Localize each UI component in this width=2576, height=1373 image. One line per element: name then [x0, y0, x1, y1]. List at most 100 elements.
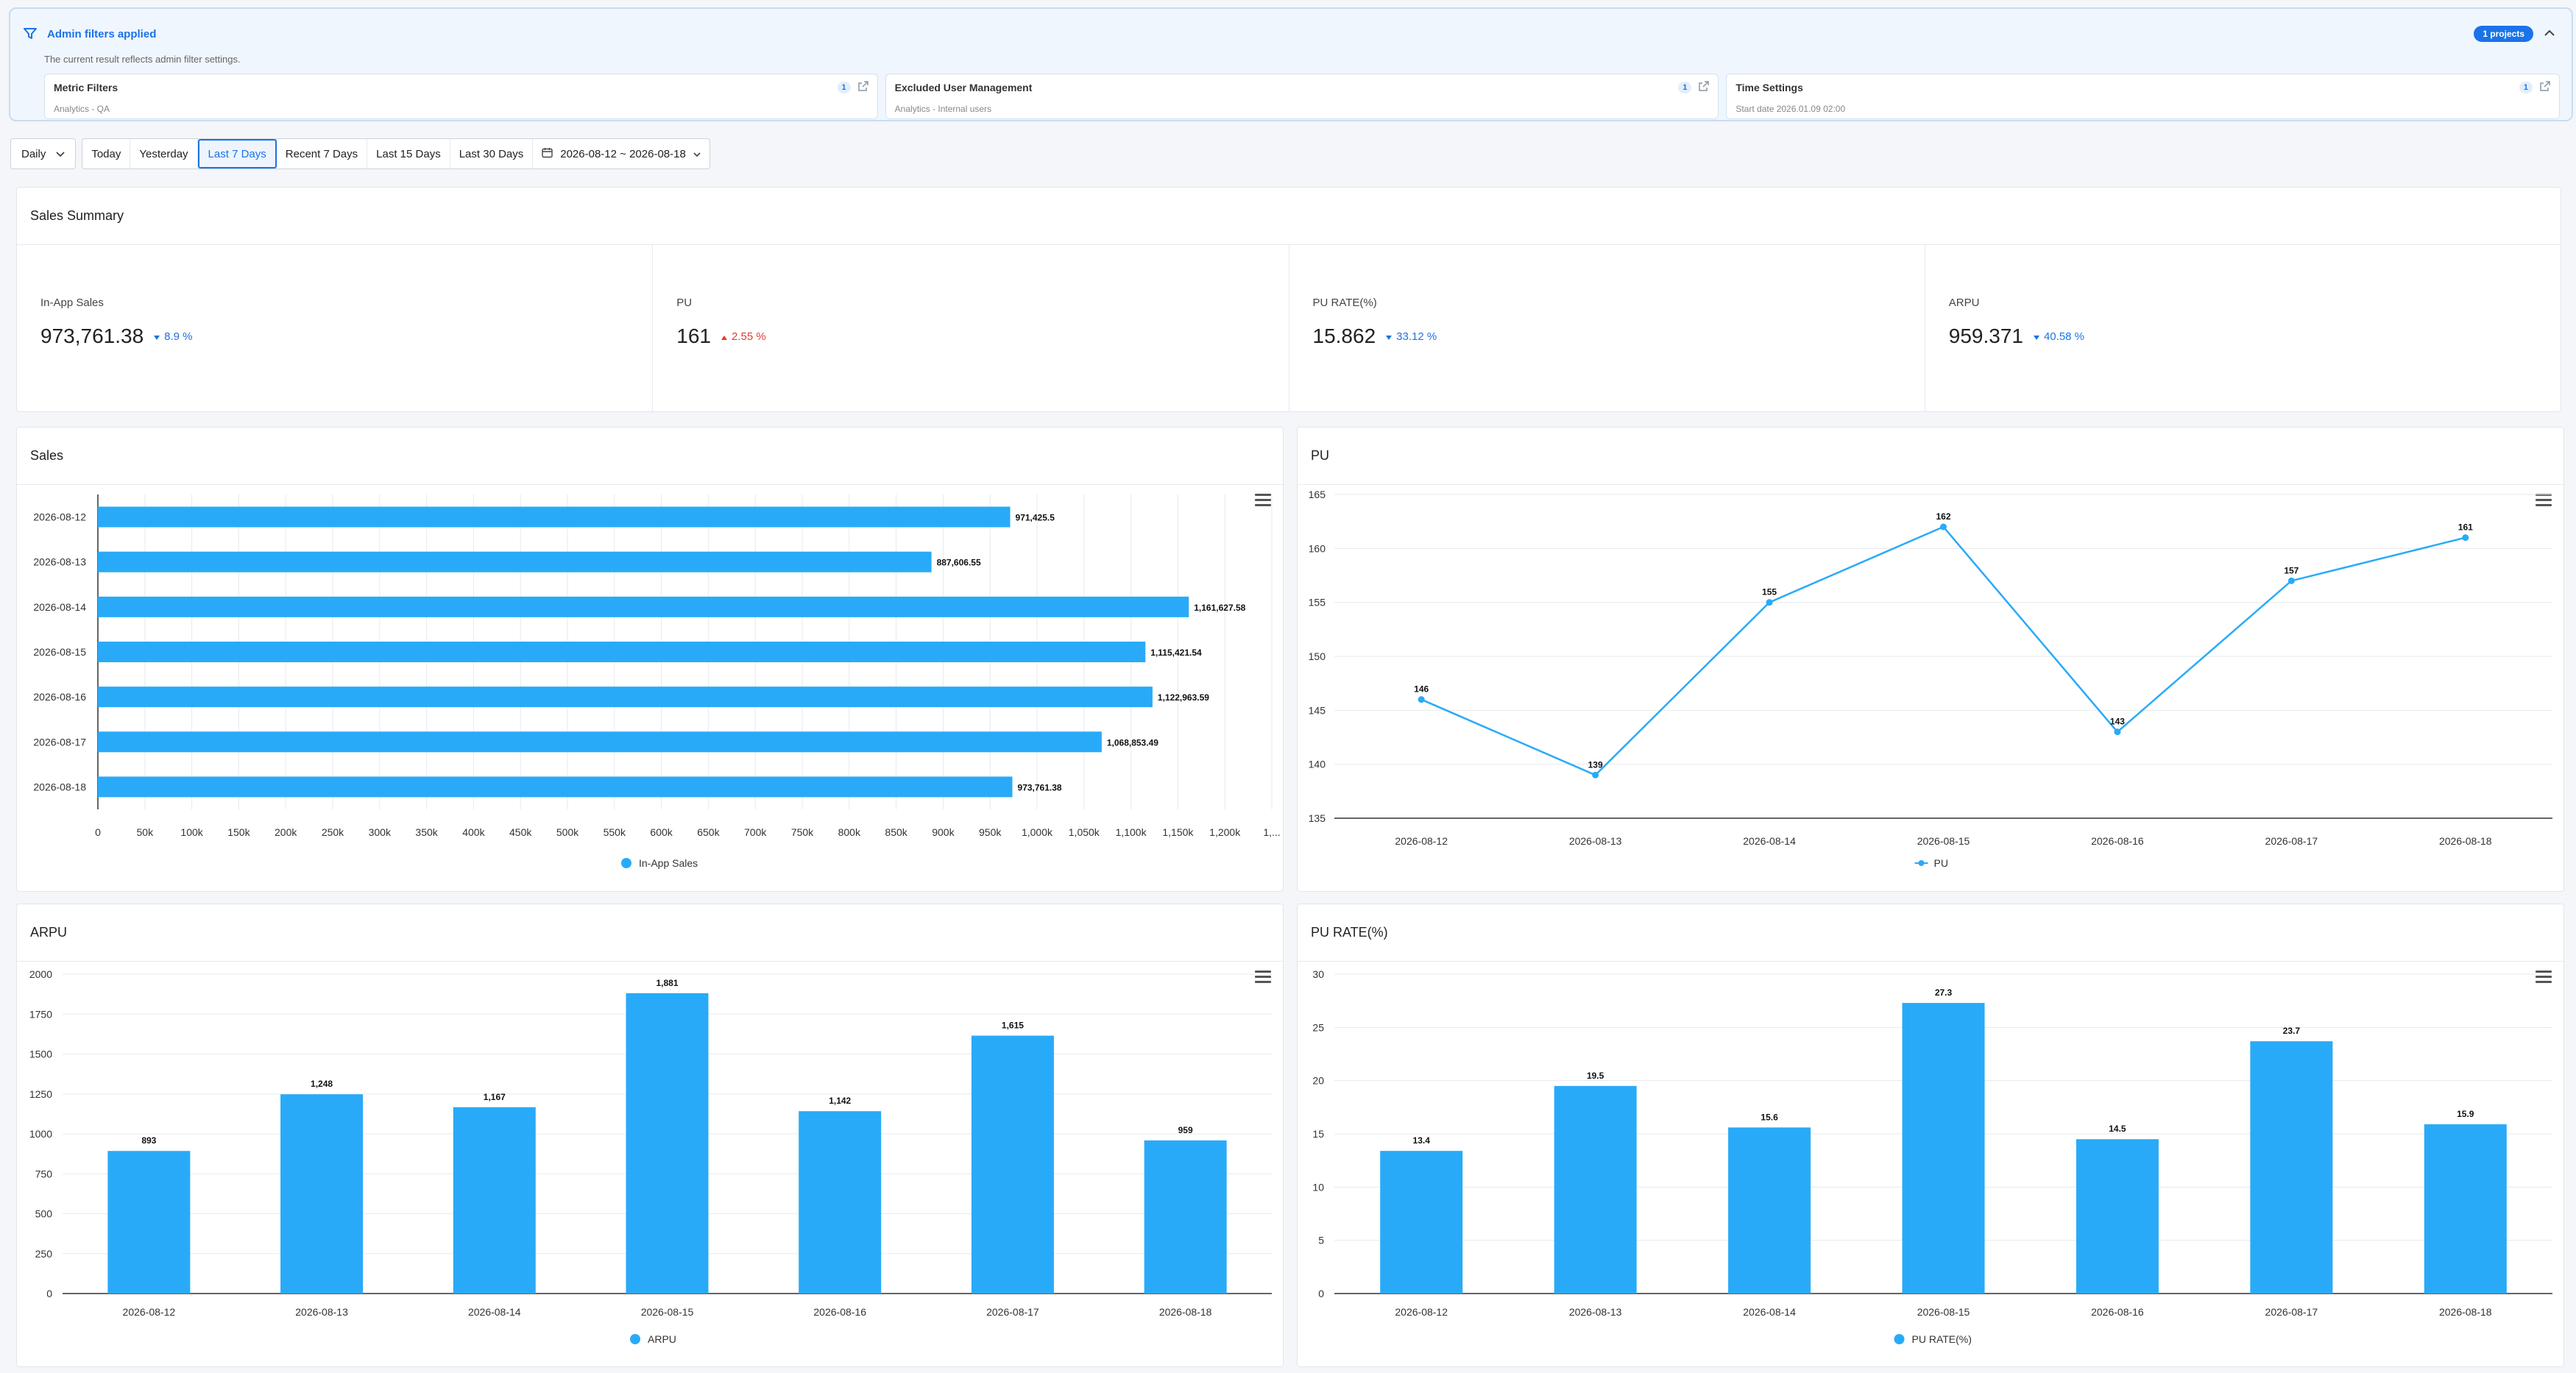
banner-description: The current result reflects admin filter… — [44, 54, 241, 65]
kpi-delta: 2.55 % — [721, 330, 766, 343]
data-label: 1,248 — [311, 1079, 333, 1089]
range-last-7-days-button[interactable]: Last 7 Days — [197, 139, 277, 168]
pu-rate-chart-panel: PU RATE(%) 0 5 10 15 20 25 30 13.4 2026-08-12 19.… — [1297, 904, 2564, 1367]
x-tick-label: 250k — [322, 826, 344, 838]
granularity-select[interactable]: Daily — [10, 138, 77, 169]
y-tick-label: 20 — [1312, 1075, 1324, 1087]
filter-card-metric-filters[interactable]: Metric Filters Analytics - QA 1 — [44, 74, 878, 119]
bar — [2424, 1124, 2507, 1294]
external-link-icon[interactable] — [857, 81, 868, 95]
bar — [107, 1151, 191, 1294]
y-tick-label: 25 — [1312, 1021, 1324, 1033]
x-tick-label: 300k — [369, 826, 392, 838]
granularity-value: Daily — [21, 147, 46, 160]
data-label: 1,615 — [1002, 1021, 1024, 1031]
data-label: 15.9 — [2457, 1109, 2474, 1119]
filter-card-title: Excluded User Management — [894, 82, 1033, 93]
sales-chart: 0 50k 100k 150k 200k 250k 300k 350k 400k 450k 500k… — [33, 494, 1281, 869]
y-tick-label: 0 — [46, 1288, 52, 1299]
filter-card-count: 1 — [1678, 82, 1692, 93]
data-label: 1,161,627.58 — [1194, 603, 1245, 613]
x-tick-label: 2026-08-18 — [2439, 835, 2492, 847]
x-tick-label: 1,150k — [1162, 826, 1194, 838]
x-tick-label: 2026-08-12 — [1395, 835, 1448, 847]
data-label: 19.5 — [1587, 1071, 1604, 1081]
hamburger-menu-icon[interactable] — [1255, 494, 1271, 507]
y-tick-label: 1750 — [29, 1008, 52, 1020]
legend-marker — [621, 858, 631, 868]
banner-title: Admin filters applied — [47, 27, 157, 40]
kpi-label: PU RATE(%) — [1312, 297, 1377, 309]
data-label: 27.3 — [1935, 987, 1953, 998]
y-tick-label: 135 — [1309, 812, 1326, 824]
external-link-icon[interactable] — [1699, 81, 1710, 95]
filter-card-title: Time Settings — [1735, 82, 1803, 93]
y-tick-label: 5 — [1318, 1235, 1324, 1246]
x-tick-label: 2026-08-16 — [2091, 835, 2144, 847]
legend-marker — [1918, 860, 1925, 866]
sales-summary-panel: Sales Summary In-App Sales 973,761.38 8.… — [16, 187, 2561, 412]
x-tick-label: 450k — [509, 826, 532, 838]
hamburger-menu-icon[interactable] — [2536, 971, 2552, 984]
y-tick-label: 2026-08-18 — [33, 781, 86, 792]
bar — [971, 1035, 1054, 1294]
bar — [98, 596, 1189, 617]
x-tick-label: 2026-08-17 — [986, 1306, 1039, 1318]
x-tick-label: 1,200k — [1209, 826, 1241, 838]
chevron-up-icon[interactable] — [2541, 24, 2558, 41]
filter-card-time-settings[interactable]: Time Settings Start date 2026.01.09 02:0… — [1726, 74, 2561, 119]
range-last-30-days-button[interactable]: Last 30 Days — [450, 139, 534, 168]
external-link-icon[interactable] — [2540, 81, 2550, 95]
data-point — [1592, 771, 1599, 778]
y-tick-label: 750 — [35, 1168, 53, 1179]
arpu-chart-panel: ARPU 0 250 500 750 1000 1250 1500 1750 2000 893 20… — [16, 904, 1284, 1367]
y-tick-label: 2026-08-17 — [33, 736, 86, 748]
range-last-15-days-button[interactable]: Last 15 Days — [367, 139, 450, 168]
bar — [2076, 1139, 2159, 1294]
data-label: 1,881 — [656, 978, 678, 988]
y-tick-label: 165 — [1309, 489, 1326, 500]
bar — [98, 551, 932, 572]
series-line — [1420, 525, 2466, 776]
x-tick-label: 700k — [744, 826, 767, 838]
filter-card-subtitle: Start date 2026.01.09 02:00 — [1735, 104, 1846, 114]
data-label: 143 — [2110, 717, 2125, 727]
kpi-delta-value: 8.9 % — [164, 330, 193, 343]
hamburger-menu-icon[interactable] — [1255, 971, 1271, 984]
x-tick-label: 200k — [275, 826, 297, 838]
date-toolbar: Daily Today Yesterday Last 7 Days Recent… — [10, 138, 710, 169]
data-point — [2462, 534, 2469, 542]
sales-chart-panel: Sales 0 50k 100k 150k 200k 250k 300k 350k 400k 45… — [16, 427, 1284, 892]
x-tick-label: 950k — [979, 826, 1002, 838]
x-tick-label: 750k — [791, 826, 814, 838]
data-label: 1,142 — [829, 1096, 851, 1106]
x-tick-label: 2026-08-15 — [641, 1306, 694, 1318]
filter-card-count: 1 — [2519, 82, 2533, 93]
bar — [98, 506, 1011, 528]
data-label: 139 — [1588, 759, 1603, 770]
bar — [1144, 1140, 1227, 1294]
y-tick-label: 1500 — [29, 1049, 52, 1060]
filter-card-excluded-users[interactable]: Excluded User Management Analytics - Int… — [885, 74, 1719, 119]
x-tick-label: 550k — [604, 826, 626, 838]
banner-header[interactable]: Admin filters applied — [24, 19, 156, 49]
y-tick-label: 2026-08-12 — [33, 511, 86, 523]
date-range-value: 2026-08-12 ~ 2026-08-18 — [560, 147, 686, 160]
legend-marker — [1894, 1334, 1905, 1344]
filter-cards: Metric Filters Analytics - QA 1 Excluded… — [44, 74, 2561, 119]
x-tick-label: 500k — [556, 826, 579, 838]
bar — [98, 776, 1013, 798]
data-label: 146 — [1414, 684, 1429, 695]
x-tick-label: 50k — [137, 826, 155, 838]
legend-label: ARPU — [648, 1333, 676, 1345]
kpi-label: ARPU — [1948, 297, 1980, 309]
x-tick-label: 1,000k — [1022, 826, 1053, 838]
range-recent-7-days-button[interactable]: Recent 7 Days — [277, 139, 368, 168]
data-label: 14.5 — [2109, 1124, 2126, 1134]
date-range-picker[interactable]: 2026-08-12 ~ 2026-08-18 — [533, 139, 710, 168]
bar — [1902, 1003, 1985, 1294]
range-yesterday-button[interactable]: Yesterday — [130, 139, 198, 168]
range-today-button[interactable]: Today — [82, 139, 131, 168]
x-tick-label: 2026-08-12 — [123, 1306, 176, 1318]
kpi-value: 161 — [676, 324, 711, 347]
